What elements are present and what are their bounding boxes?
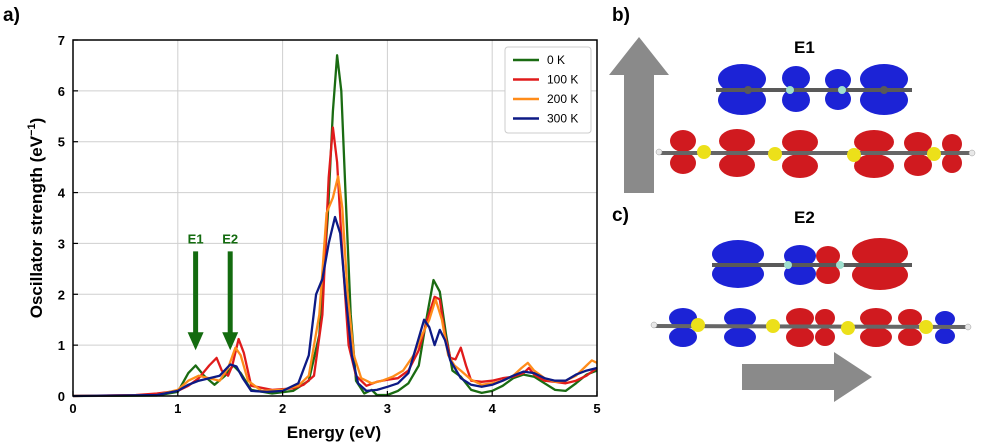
y-axis-title-close: ) [27, 118, 46, 124]
annotation-arrow-head-icon [222, 332, 239, 351]
y-tick-label: 4 [58, 186, 66, 201]
panel-label-a: a) [3, 5, 20, 26]
y-axis-title-main: Oscillator strength (eV [27, 135, 46, 318]
y-tick-label: 1 [58, 338, 65, 353]
y-tick-label: 0 [58, 389, 65, 404]
x-tick-label: 2 [279, 401, 286, 416]
x-tick-label: 5 [593, 401, 600, 416]
series-layer [72, 54, 598, 398]
y-tick-label: 2 [58, 287, 65, 302]
series-line-300-k [72, 215, 598, 398]
annotation-label-e1: E1 [188, 231, 204, 246]
e1-title: E1 [794, 38, 815, 57]
x-tick-label: 1 [174, 401, 181, 416]
legend-label: 200 K [547, 92, 578, 106]
annotation-layer: E1 E2 [187, 231, 239, 351]
annotation-arrow-head-icon [187, 332, 204, 351]
legend-label: 100 K [547, 73, 578, 87]
x-tick-label: 0 [69, 401, 76, 416]
legend-box [504, 46, 592, 134]
x-axis-title: Energy (eV) [287, 423, 381, 442]
y-axis-title-superscript: −1 [26, 123, 38, 136]
y-axis-title: Oscillator strength (eV−1) [26, 118, 46, 319]
e2-title: E2 [794, 208, 815, 227]
legend: 0 K 100 K 200 K 300 K [504, 46, 592, 134]
annotation-label-e2: E2 [222, 231, 238, 246]
series-line-200-k [72, 175, 598, 398]
y-tick-label: 5 [58, 135, 65, 150]
panel-label-c: c) [612, 205, 629, 226]
legend-label: 300 K [547, 112, 578, 126]
plot-frame [72, 39, 598, 397]
y-tick-label: 3 [58, 236, 65, 251]
axes-layer: 0 1 2 3 4 5 0 1 2 3 4 5 6 7 [58, 33, 601, 416]
panel-label-b: b) [612, 5, 630, 26]
legend-label: 0 K [547, 53, 565, 67]
y-tick-label: 7 [58, 33, 65, 48]
x-tick-label: 4 [489, 401, 497, 416]
y-tick-label: 6 [58, 84, 65, 99]
x-tick-label: 3 [384, 401, 391, 416]
series-line-100-k [72, 126, 598, 398]
